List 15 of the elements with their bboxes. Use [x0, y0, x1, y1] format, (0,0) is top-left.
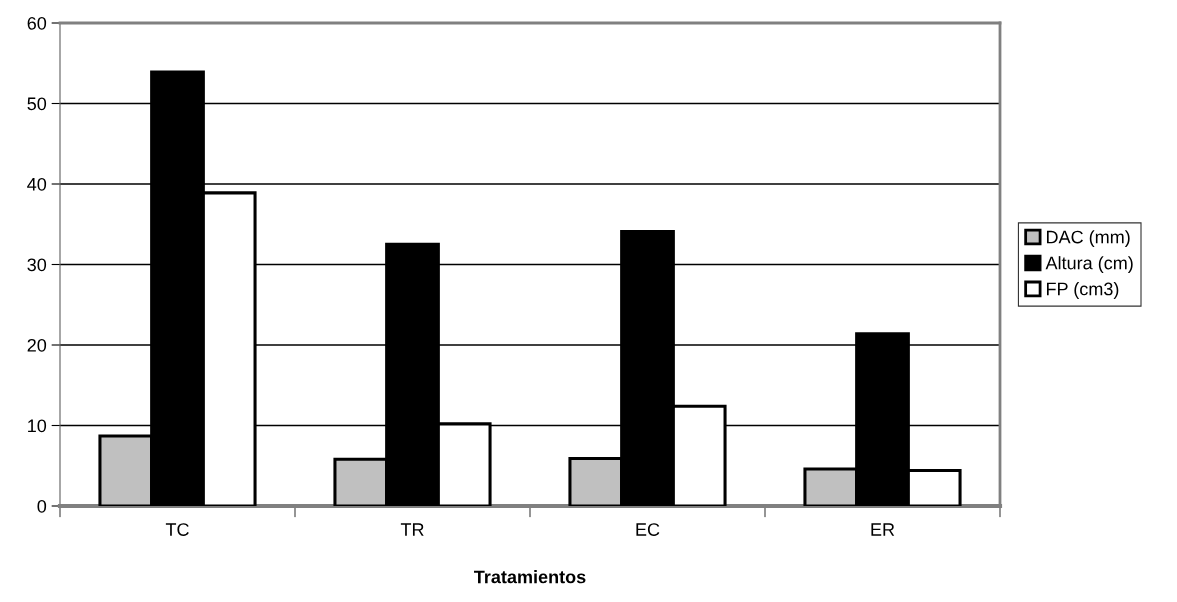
x-tick-label: TC: [165, 523, 189, 536]
x-axis-title: Tratamientos: [474, 570, 586, 584]
y-tick-label: 50: [27, 97, 47, 111]
y-tick-label: 10: [28, 419, 47, 433]
y-tick-label: 40: [27, 177, 47, 191]
legend-label: DAC (mm): [1046, 230, 1130, 247]
legend-label: FP (cm3): [1046, 282, 1119, 299]
x-tick-label: EC: [636, 523, 660, 536]
x-tick-label: ER: [871, 523, 895, 536]
y-tick-label: 20: [27, 338, 47, 352]
legend-label: Altura (cm): [1045, 256, 1133, 273]
y-tick-label: 60: [27, 16, 47, 30]
y-tick-label: 0: [37, 499, 47, 513]
y-tick-label: 30: [27, 258, 47, 272]
x-tick-label: TR: [400, 523, 424, 536]
